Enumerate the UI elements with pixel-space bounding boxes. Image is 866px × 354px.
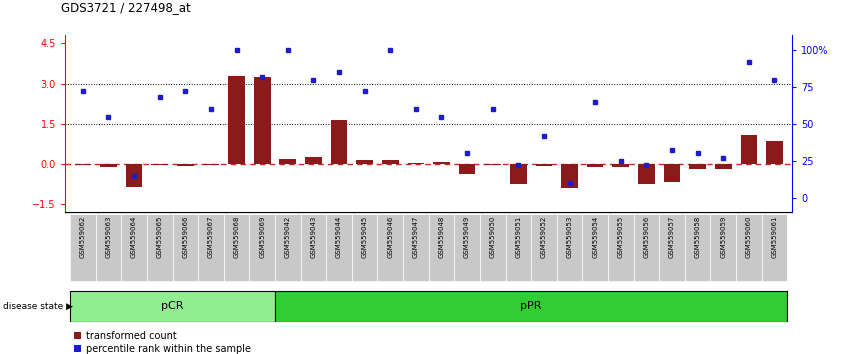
- Bar: [126, 164, 142, 187]
- Text: GSM559047: GSM559047: [413, 216, 419, 258]
- Text: GSM559060: GSM559060: [746, 216, 752, 258]
- Bar: [70, 214, 95, 281]
- Text: GSM559042: GSM559042: [285, 216, 291, 258]
- Text: GSM559052: GSM559052: [541, 216, 547, 258]
- Text: GSM559062: GSM559062: [80, 216, 86, 258]
- Bar: [403, 214, 429, 281]
- Bar: [557, 214, 582, 281]
- Bar: [612, 164, 629, 167]
- Text: GSM559069: GSM559069: [259, 216, 265, 258]
- Bar: [198, 214, 223, 281]
- Bar: [535, 164, 553, 166]
- Bar: [634, 214, 659, 281]
- Text: GSM559051: GSM559051: [515, 216, 521, 258]
- Bar: [95, 214, 121, 281]
- Bar: [275, 291, 787, 321]
- Bar: [659, 214, 685, 281]
- Bar: [484, 164, 501, 165]
- Bar: [249, 214, 275, 281]
- Text: GDS3721 / 227498_at: GDS3721 / 227498_at: [61, 1, 191, 14]
- Text: GSM559056: GSM559056: [643, 216, 650, 258]
- Bar: [506, 214, 531, 281]
- Bar: [685, 214, 710, 281]
- Bar: [378, 214, 403, 281]
- Bar: [147, 214, 172, 281]
- Bar: [331, 120, 347, 164]
- Bar: [177, 164, 194, 166]
- Text: GSM559061: GSM559061: [772, 216, 778, 258]
- Bar: [408, 163, 424, 164]
- Bar: [587, 164, 604, 167]
- Text: GSM559046: GSM559046: [387, 216, 393, 258]
- Bar: [352, 214, 378, 281]
- Text: GSM559059: GSM559059: [721, 216, 727, 258]
- Text: pPR: pPR: [520, 301, 542, 311]
- Text: GSM559067: GSM559067: [208, 216, 214, 258]
- Bar: [152, 164, 168, 165]
- Text: pCR: pCR: [161, 301, 184, 311]
- Text: GSM559054: GSM559054: [592, 216, 598, 258]
- Bar: [561, 164, 578, 188]
- Bar: [275, 214, 301, 281]
- Bar: [326, 214, 352, 281]
- Bar: [382, 160, 398, 164]
- Text: GSM559050: GSM559050: [489, 216, 495, 258]
- Bar: [229, 76, 245, 164]
- Bar: [280, 159, 296, 164]
- Bar: [710, 214, 736, 281]
- Text: GSM559053: GSM559053: [566, 216, 572, 258]
- Bar: [172, 214, 198, 281]
- Text: GSM559058: GSM559058: [695, 216, 701, 258]
- Bar: [762, 214, 787, 281]
- Text: GSM559066: GSM559066: [183, 216, 188, 258]
- Bar: [223, 214, 249, 281]
- Text: GSM559068: GSM559068: [234, 216, 240, 258]
- Bar: [663, 164, 681, 182]
- Bar: [480, 214, 506, 281]
- Bar: [608, 214, 634, 281]
- Text: GSM559045: GSM559045: [362, 216, 368, 258]
- Text: GSM559057: GSM559057: [669, 216, 675, 258]
- Text: GSM559063: GSM559063: [106, 216, 112, 258]
- Text: GSM559055: GSM559055: [617, 216, 624, 258]
- Bar: [433, 162, 449, 164]
- Text: GSM559048: GSM559048: [438, 216, 444, 258]
- Bar: [305, 158, 322, 164]
- Bar: [715, 164, 732, 169]
- Bar: [356, 160, 373, 164]
- Bar: [736, 214, 762, 281]
- Bar: [121, 214, 147, 281]
- Text: GSM559064: GSM559064: [131, 216, 137, 258]
- Bar: [74, 164, 91, 165]
- Text: GSM559043: GSM559043: [310, 216, 316, 258]
- Text: GSM559044: GSM559044: [336, 216, 342, 258]
- Bar: [531, 214, 557, 281]
- Bar: [638, 164, 655, 184]
- Bar: [301, 214, 326, 281]
- Bar: [203, 164, 219, 165]
- Bar: [70, 291, 275, 321]
- Bar: [459, 164, 475, 173]
- Text: disease state ▶: disease state ▶: [3, 302, 73, 311]
- Bar: [740, 135, 757, 164]
- Bar: [510, 164, 527, 184]
- Text: GSM559065: GSM559065: [157, 216, 163, 258]
- Bar: [100, 164, 117, 167]
- Bar: [429, 214, 455, 281]
- Legend: transformed count, percentile rank within the sample: transformed count, percentile rank withi…: [70, 327, 255, 354]
- Bar: [582, 214, 608, 281]
- Text: GSM559049: GSM559049: [464, 216, 470, 258]
- Bar: [766, 141, 783, 164]
- Bar: [689, 164, 706, 169]
- Bar: [455, 214, 480, 281]
- Bar: [254, 77, 270, 164]
